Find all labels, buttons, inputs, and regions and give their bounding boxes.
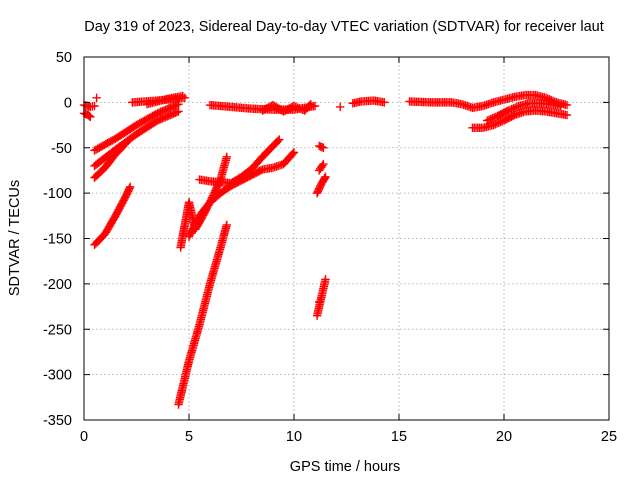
data-point — [85, 111, 94, 121]
series-arc-21 — [336, 102, 345, 112]
series-arc-03 — [92, 93, 101, 103]
y-tick-label: -200 — [43, 277, 72, 293]
series-arc-10 — [174, 220, 231, 409]
series-arc-04 — [90, 99, 183, 155]
series-arc-18 — [312, 172, 330, 198]
series-arc-19 — [312, 275, 330, 320]
series-arc-17 — [315, 159, 328, 175]
data-point — [174, 99, 183, 109]
data-point — [556, 101, 565, 111]
x-tick-label: 25 — [601, 429, 617, 445]
data-point — [222, 220, 231, 230]
data-point — [562, 110, 572, 120]
data-point — [315, 297, 324, 307]
data-point — [92, 93, 101, 103]
y-tick-label: -250 — [43, 322, 72, 338]
data-point — [126, 182, 135, 191]
data-point — [178, 91, 187, 101]
series-arc-07 — [90, 182, 135, 250]
series-arc-24 — [468, 106, 572, 132]
data-point — [273, 136, 283, 146]
series-arc-12 — [184, 148, 299, 241]
data-point — [90, 101, 99, 111]
data-point — [562, 100, 572, 110]
series-arc-05 — [90, 107, 183, 171]
series-arc-01 — [79, 100, 99, 112]
y-tick-label: -50 — [51, 141, 72, 157]
data-point — [305, 101, 314, 110]
series-arc-02 — [79, 109, 95, 122]
series-arc-09 — [142, 91, 187, 109]
data-point — [222, 152, 231, 162]
axis-layer: 0 5 10 15 20 25 50 0 -50 -100 -150 -200 -250 -300 -350 — [43, 50, 617, 445]
data-point — [289, 148, 299, 157]
data-point — [275, 135, 284, 144]
data-point — [121, 139, 131, 148]
y-tick-label: -100 — [43, 186, 72, 202]
data-point — [320, 174, 329, 183]
data-point — [306, 99, 315, 109]
series-arc-13 — [195, 135, 284, 188]
series-arc-06 — [90, 139, 131, 182]
data-point — [319, 159, 328, 169]
y-tick-label: -300 — [43, 368, 72, 384]
data-point — [120, 140, 129, 149]
y-tick-label: -350 — [43, 413, 72, 429]
x-tick-label: 5 — [185, 429, 193, 445]
data-point — [336, 102, 345, 112]
y-tick-label: 0 — [64, 95, 72, 111]
data-point — [174, 107, 183, 116]
data-point — [86, 112, 95, 122]
x-tick-label: 20 — [496, 429, 512, 445]
chart-title: Day 319 of 2023, Sidereal Day-to-day VTE… — [84, 19, 604, 35]
data-point — [288, 149, 298, 158]
x-axis-label: GPS time / hours — [290, 459, 400, 475]
series-arc-16 — [315, 141, 328, 152]
series-arc-15 — [258, 99, 315, 116]
series-arc-20 — [315, 297, 324, 307]
x-tick-label: 15 — [391, 429, 407, 445]
series-arc-25 — [483, 99, 565, 125]
data-point — [380, 98, 389, 107]
x-tick-label: 0 — [80, 429, 88, 445]
x-tick-label: 10 — [286, 429, 302, 445]
y-axis-label: SDTVAR / TECUs — [7, 180, 23, 296]
data-point — [318, 161, 327, 170]
data-point — [319, 143, 328, 152]
data-point — [321, 172, 330, 181]
series-arc-22 — [348, 96, 389, 108]
y-tick-label: -150 — [43, 232, 72, 248]
data-layer — [79, 90, 572, 409]
data-point — [321, 275, 330, 284]
y-tick-label: 50 — [56, 50, 72, 66]
